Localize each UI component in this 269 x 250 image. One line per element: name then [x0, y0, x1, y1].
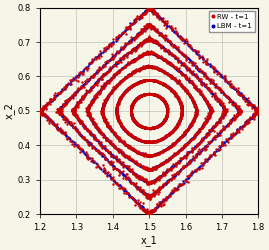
LBM - t=1	[130, 104, 133, 108]
LBM - t=1	[147, 92, 150, 95]
LBM - t=1	[166, 110, 169, 112]
Line: RW - t=1: RW - t=1	[130, 92, 169, 130]
RW - t=1	[139, 124, 142, 127]
LBM - t=1	[148, 127, 151, 130]
RW - t=1	[166, 109, 169, 112]
RW - t=1	[132, 119, 136, 122]
LBM - t=1	[132, 118, 136, 122]
RW - t=1	[155, 94, 159, 97]
RW - t=1	[147, 92, 150, 95]
Legend: RW - t=1, LBM - t=1: RW - t=1, LBM - t=1	[209, 11, 255, 32]
Y-axis label: x_2: x_2	[4, 102, 15, 119]
LBM - t=1	[139, 124, 142, 128]
LBM - t=1	[156, 94, 159, 97]
LBM - t=1	[148, 126, 151, 130]
RW - t=1	[148, 127, 152, 130]
LBM - t=1	[147, 92, 150, 95]
LBM - t=1	[166, 110, 169, 112]
RW - t=1	[147, 92, 150, 95]
RW - t=1	[130, 104, 133, 107]
Line: LBM - t=1: LBM - t=1	[130, 92, 168, 129]
RW - t=1	[165, 109, 169, 112]
RW - t=1	[148, 126, 151, 130]
X-axis label: x_1: x_1	[141, 235, 158, 246]
